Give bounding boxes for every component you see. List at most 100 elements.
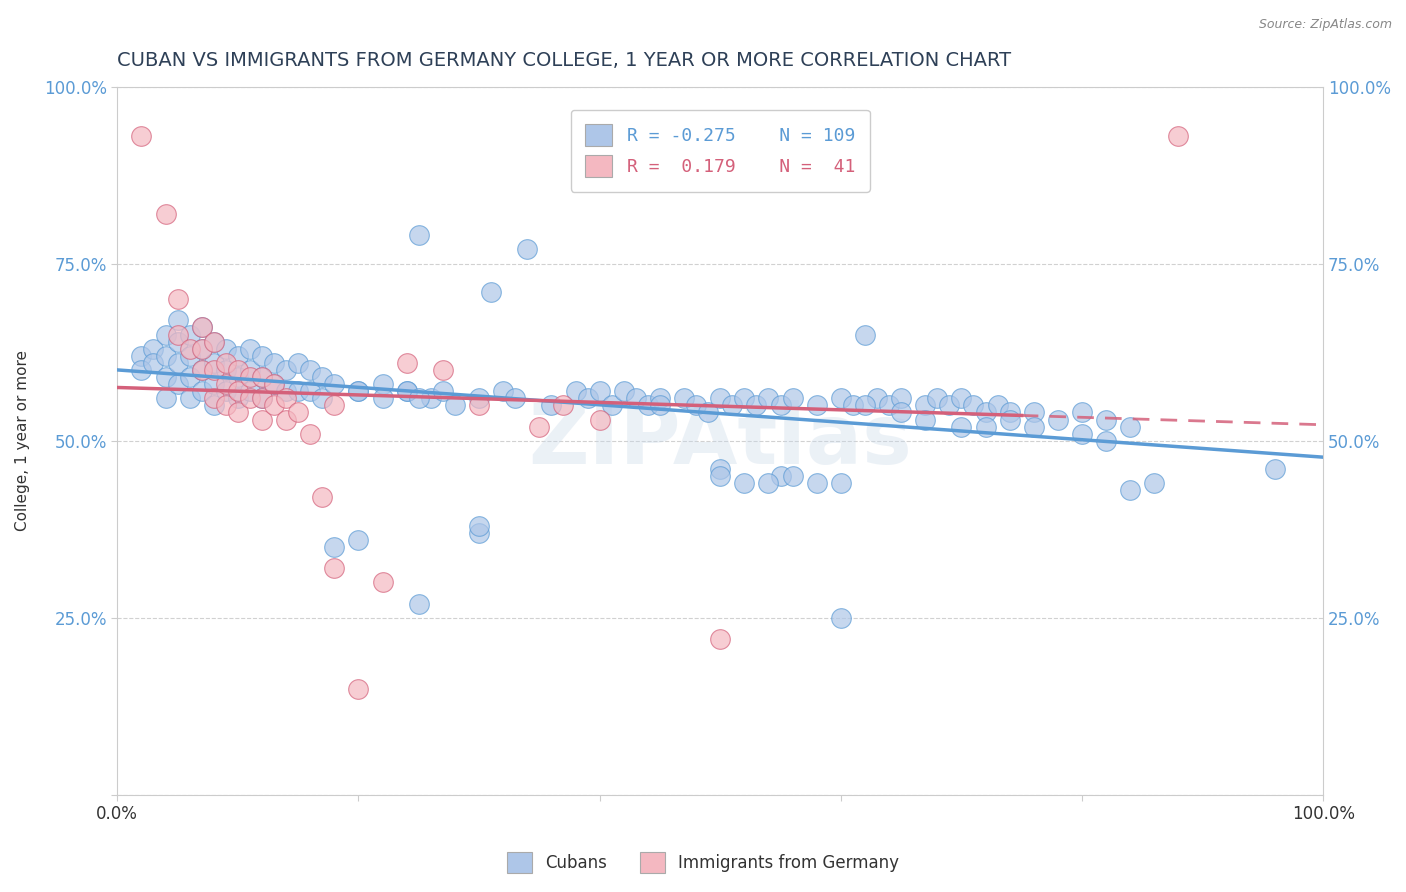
Point xyxy=(226,391,249,405)
Point xyxy=(276,412,298,426)
Point xyxy=(215,398,238,412)
Point xyxy=(853,327,876,342)
Point xyxy=(371,377,394,392)
Point xyxy=(709,462,731,476)
Point xyxy=(408,228,430,243)
Y-axis label: College, 1 year or more: College, 1 year or more xyxy=(15,351,30,532)
Point xyxy=(733,391,755,405)
Point xyxy=(239,384,262,399)
Point xyxy=(287,384,309,399)
Point xyxy=(179,349,201,363)
Point xyxy=(624,391,647,405)
Point xyxy=(769,398,792,412)
Point xyxy=(250,391,273,405)
Point xyxy=(190,384,212,399)
Point xyxy=(468,391,491,405)
Point xyxy=(250,391,273,405)
Point xyxy=(166,327,188,342)
Point xyxy=(830,391,852,405)
Point xyxy=(408,597,430,611)
Point xyxy=(166,356,188,370)
Legend: R = -0.275    N = 109, R =  0.179    N =  41: R = -0.275 N = 109, R = 0.179 N = 41 xyxy=(571,110,870,192)
Point xyxy=(131,129,153,144)
Text: ZIPAtlas: ZIPAtlas xyxy=(529,401,912,482)
Point xyxy=(226,405,249,419)
Point xyxy=(190,363,212,377)
Point xyxy=(276,384,298,399)
Point xyxy=(276,363,298,377)
Point xyxy=(215,377,238,392)
Point xyxy=(782,391,804,405)
Point xyxy=(202,334,225,349)
Point xyxy=(166,313,188,327)
Point xyxy=(299,384,322,399)
Point xyxy=(709,632,731,647)
Point xyxy=(1264,462,1286,476)
Point xyxy=(830,611,852,625)
Point xyxy=(202,391,225,405)
Point xyxy=(468,398,491,412)
Point xyxy=(974,405,997,419)
Point xyxy=(276,391,298,405)
Point xyxy=(155,391,177,405)
Point xyxy=(444,398,467,412)
Point xyxy=(613,384,636,399)
Point xyxy=(311,391,333,405)
Point xyxy=(962,398,984,412)
Point xyxy=(311,370,333,384)
Point xyxy=(673,391,696,405)
Point xyxy=(179,342,201,356)
Point xyxy=(179,391,201,405)
Point xyxy=(202,363,225,377)
Point xyxy=(287,405,309,419)
Point xyxy=(998,405,1021,419)
Point xyxy=(287,356,309,370)
Point xyxy=(142,356,165,370)
Point xyxy=(263,377,285,392)
Point xyxy=(914,398,936,412)
Point xyxy=(733,476,755,491)
Point xyxy=(540,398,562,412)
Point xyxy=(190,342,212,356)
Point xyxy=(239,342,262,356)
Point xyxy=(950,419,973,434)
Point xyxy=(202,334,225,349)
Point xyxy=(323,377,346,392)
Point xyxy=(1022,419,1045,434)
Point xyxy=(215,356,238,370)
Point xyxy=(479,285,502,299)
Point xyxy=(553,398,575,412)
Point xyxy=(408,391,430,405)
Point xyxy=(250,349,273,363)
Point xyxy=(263,398,285,412)
Point xyxy=(769,469,792,483)
Point xyxy=(588,412,610,426)
Point xyxy=(311,491,333,505)
Point xyxy=(927,391,949,405)
Point xyxy=(142,342,165,356)
Point xyxy=(131,349,153,363)
Point xyxy=(395,384,418,399)
Point xyxy=(987,398,1010,412)
Point xyxy=(155,327,177,342)
Point xyxy=(842,398,865,412)
Point xyxy=(866,391,889,405)
Point xyxy=(576,391,599,405)
Point xyxy=(239,370,262,384)
Point xyxy=(419,391,441,405)
Point xyxy=(166,292,188,306)
Point xyxy=(648,398,671,412)
Point xyxy=(263,356,285,370)
Point xyxy=(250,370,273,384)
Point xyxy=(1167,129,1189,144)
Point xyxy=(263,377,285,392)
Point xyxy=(914,412,936,426)
Point xyxy=(190,320,212,334)
Point xyxy=(853,398,876,412)
Point xyxy=(709,469,731,483)
Point xyxy=(323,561,346,575)
Point xyxy=(347,681,370,696)
Point xyxy=(758,476,780,491)
Point xyxy=(1022,405,1045,419)
Point xyxy=(179,327,201,342)
